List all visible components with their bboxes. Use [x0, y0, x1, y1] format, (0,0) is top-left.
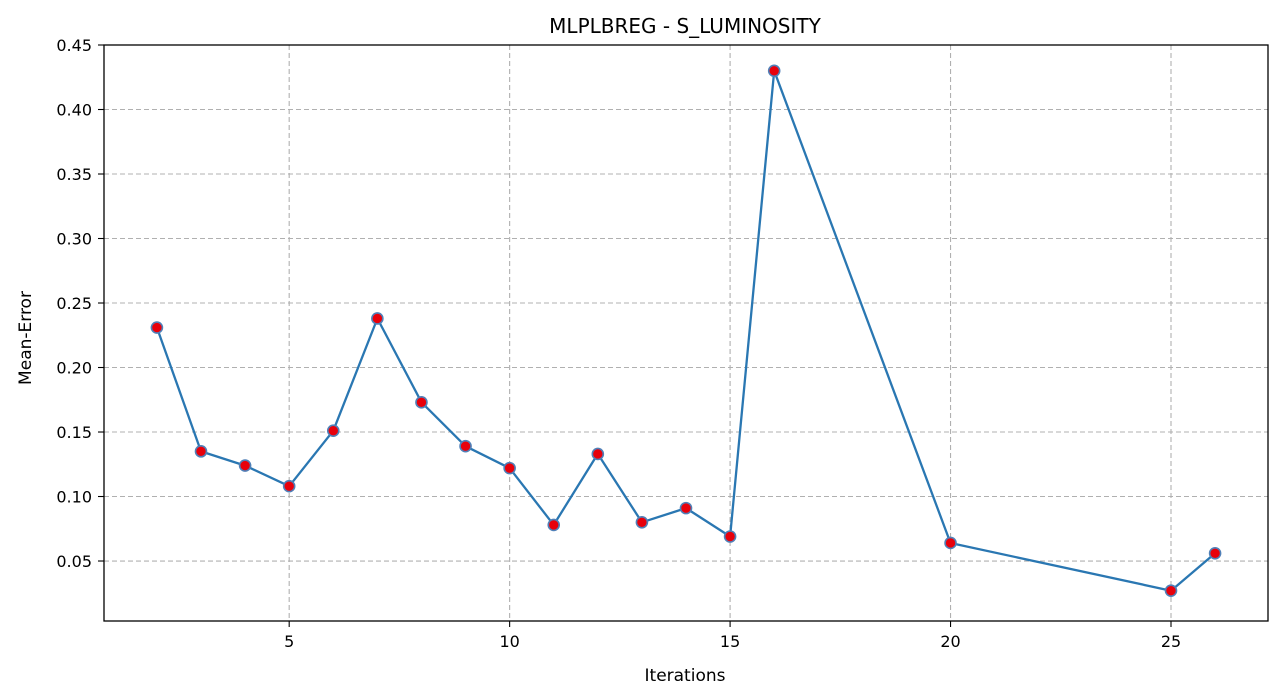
- data-point: [723, 530, 737, 543]
- grid: [104, 44, 1268, 621]
- series-line: [155, 69, 1216, 592]
- y-tick-label: 0.40: [56, 101, 92, 120]
- y-tick-label: 0.45: [56, 36, 92, 55]
- series-layer: [150, 64, 1222, 597]
- data-point: [238, 459, 252, 472]
- data-point: [944, 536, 957, 550]
- y-tick-label: 0.25: [56, 294, 92, 313]
- data-point: [459, 439, 472, 453]
- data-point: [1208, 546, 1222, 560]
- x-tick-label: 25: [1161, 632, 1181, 651]
- x-tick-label: 20: [940, 632, 960, 651]
- plot-frame: [103, 44, 1269, 622]
- x-axis-label: Iterations: [645, 666, 726, 686]
- data-point: [150, 321, 164, 334]
- y-tick-label: 0.05: [56, 552, 92, 571]
- y-tick-label: 0.10: [56, 488, 92, 507]
- x-tick-label: 15: [720, 632, 740, 651]
- data-point: [326, 424, 340, 438]
- x-tick-label: 5: [284, 632, 294, 651]
- data-point: [415, 396, 428, 409]
- data-point: [282, 479, 296, 493]
- data-point: [767, 64, 781, 78]
- y-tick-label: 0.30: [56, 230, 92, 249]
- x-tick-label: 10: [499, 632, 519, 651]
- data-point: [591, 447, 605, 461]
- data-point: [371, 312, 384, 325]
- data-point: [503, 461, 516, 475]
- y-tick-label: 0.35: [56, 165, 92, 184]
- chart-title: MLPLBREG - S_LUMINOSITY: [549, 14, 821, 38]
- y-tick-label: 0.15: [56, 423, 92, 442]
- data-point: [194, 445, 208, 458]
- y-tick-label: 0.20: [56, 359, 92, 378]
- data-point: [547, 518, 561, 532]
- axes: 5 10 15 20 25 0.05 0.10 0.15 0.20 0.25 0.30 0.35 0.4…: [56, 36, 1269, 651]
- data-point: [635, 516, 649, 529]
- data-point: [1164, 584, 1178, 597]
- y-axis-label: Mean-Error: [16, 291, 36, 385]
- data-point: [679, 501, 693, 515]
